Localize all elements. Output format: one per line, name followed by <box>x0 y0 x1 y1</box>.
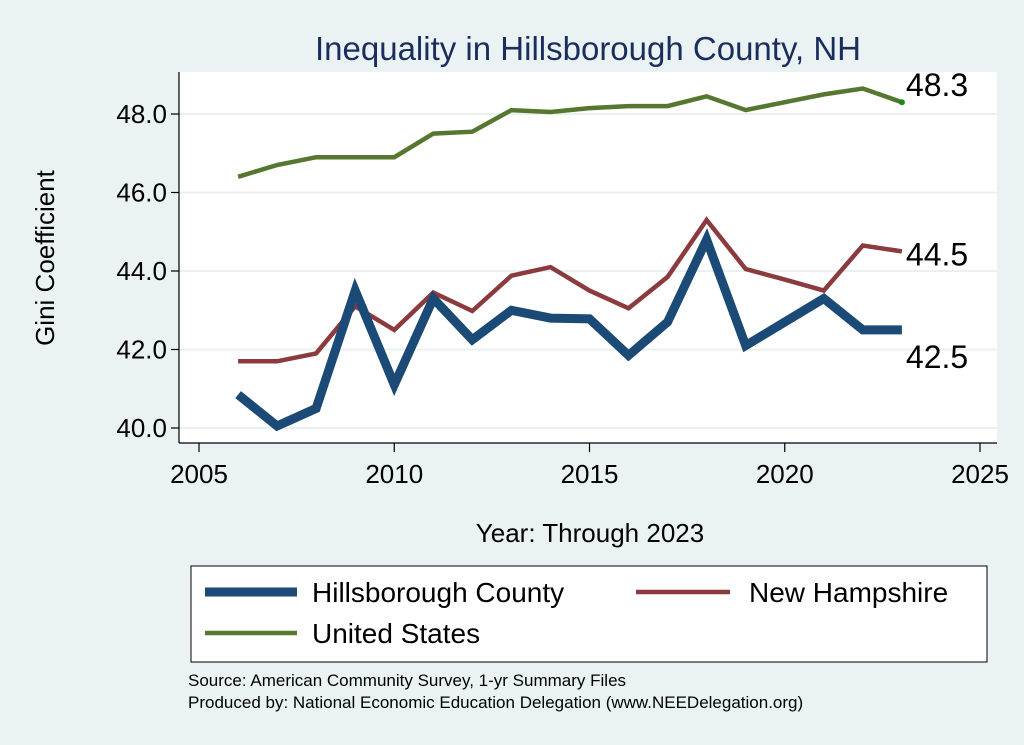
x-tick-label: 2010 <box>365 459 423 489</box>
plot-area <box>179 72 997 443</box>
x-tick-label: 2015 <box>561 459 619 489</box>
y-tick-label: 42.0 <box>116 335 167 365</box>
series-line-united-states <box>237 86 903 179</box>
legend: Hillsborough County New Hampshire United S… <box>205 577 948 649</box>
x-tick-label: 2020 <box>756 459 814 489</box>
y-tick-label: 44.0 <box>116 256 167 286</box>
grid-lines <box>179 113 997 429</box>
y-axis-label: Gini Coefficient <box>30 169 60 346</box>
x-tick-label: 2025 <box>951 459 1009 489</box>
chart-title: Inequality in Hillsborough County, NH <box>315 30 861 67</box>
source-note: Source: American Community Survey, 1-yr … <box>188 671 626 690</box>
y-tick-label: 40.0 <box>116 413 167 443</box>
end-value-label: 48.3 <box>906 67 968 103</box>
end-value-label: 42.5 <box>906 339 968 375</box>
producer-note: Produced by: National Economic Education… <box>188 693 803 712</box>
legend-label: New Hampshire <box>749 577 948 608</box>
series-layer <box>235 86 905 432</box>
y-tick-label: 48.0 <box>116 99 167 129</box>
series-line-hillsborough-county <box>235 227 902 432</box>
end-labels: 42.5 44.5 48.3 <box>906 67 968 375</box>
legend-label: Hillsborough County <box>312 577 564 608</box>
legend-box <box>190 565 988 663</box>
y-tick-label: 46.0 <box>116 178 167 208</box>
end-value-label: 44.5 <box>906 236 968 272</box>
x-axis-label: Year: Through 2023 <box>476 518 704 548</box>
legend-label: United States <box>312 618 480 649</box>
x-tick-label: 2005 <box>170 459 228 489</box>
series-end-marker <box>898 99 905 106</box>
axes: 40.0 42.0 44.0 46.0 48.0 2005 2010 2015 2020 2025 <box>116 72 1009 489</box>
